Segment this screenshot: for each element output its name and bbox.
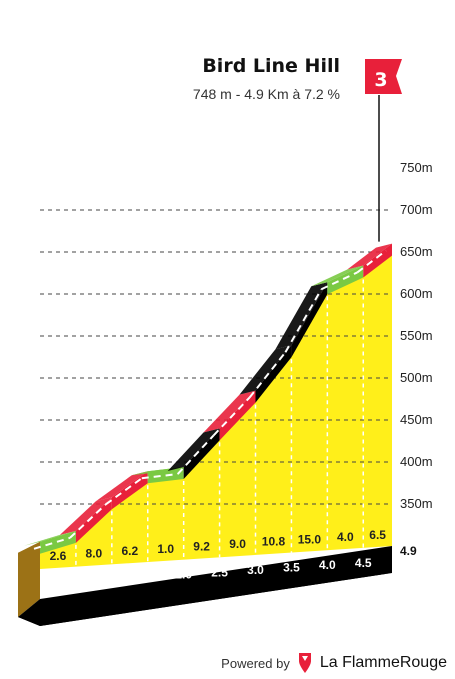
summit-flag bbox=[365, 59, 402, 94]
gradient-label: 15.0 bbox=[298, 532, 322, 546]
km-band-front bbox=[18, 573, 392, 626]
flamme-rouge-logo-icon bbox=[298, 653, 311, 673]
x-tick-label: 2.0 bbox=[175, 568, 192, 582]
road-segment bbox=[291, 282, 328, 358]
gradient-label: 10.8 bbox=[262, 535, 286, 549]
road-centre-line bbox=[212, 396, 251, 437]
x-tick-label: 1.0 bbox=[103, 572, 120, 586]
road-centre-line bbox=[33, 536, 71, 550]
road-segment bbox=[255, 345, 292, 403]
gradient-label: 9.2 bbox=[193, 539, 210, 553]
road-segment bbox=[327, 265, 364, 295]
road-centre-line bbox=[105, 477, 143, 506]
y-tick-label: 550m bbox=[400, 328, 433, 343]
road-segment-top bbox=[275, 282, 328, 350]
x-tick-label: 2.5 bbox=[211, 565, 228, 579]
y-tick-label: 650m bbox=[400, 244, 433, 259]
y-tick-label: 450m bbox=[400, 412, 433, 427]
y-tick-label: 600m bbox=[400, 286, 433, 301]
road-segment-top bbox=[24, 530, 76, 546]
road-segment-top bbox=[167, 428, 220, 472]
x-tick-label: 4.0 bbox=[319, 558, 336, 572]
y-tick-label: 500m bbox=[400, 370, 433, 385]
road-segment bbox=[219, 390, 256, 441]
y-tick-label: 750m bbox=[400, 160, 433, 175]
footer: Powered by La FlammeRouge bbox=[221, 651, 447, 675]
gradient-label: 6.2 bbox=[121, 544, 138, 558]
x-tick-label: 0.5 bbox=[68, 575, 85, 589]
road-centre-line bbox=[356, 249, 387, 274]
road-segment bbox=[363, 243, 392, 278]
x-tick-label: 4.9 bbox=[400, 544, 417, 558]
gradient-label: 1.0 bbox=[157, 542, 174, 556]
y-tick-label: 700m bbox=[400, 202, 433, 217]
profile-fill-area bbox=[40, 253, 392, 569]
x-tick-label: 3.5 bbox=[283, 561, 300, 575]
road-centre-line bbox=[69, 503, 107, 539]
road-centre-line bbox=[320, 271, 358, 291]
y-tick-label: 350m bbox=[400, 496, 433, 511]
road-segment bbox=[183, 428, 220, 480]
gradient-label: 9.0 bbox=[229, 537, 246, 551]
x-tick-label: 1.5 bbox=[139, 570, 156, 584]
climb-category-label: 3 bbox=[374, 69, 387, 91]
road-segment-top bbox=[59, 497, 112, 535]
chart-title: Bird Line Hill bbox=[202, 55, 340, 77]
gradient-label: 6.5 bbox=[369, 528, 386, 542]
road-segment-top bbox=[311, 265, 364, 287]
brand-name: La FlammeRouge bbox=[319, 654, 447, 671]
powered-by-label: Powered by bbox=[221, 655, 290, 671]
profile-side-face bbox=[18, 541, 40, 617]
gradient-label: 2.6 bbox=[50, 549, 67, 563]
road-segment bbox=[75, 497, 112, 543]
gradient-label: 8.0 bbox=[86, 546, 103, 560]
y-tick-label: 400m bbox=[400, 454, 433, 469]
x-tick-label: 4.5 bbox=[355, 556, 372, 570]
road-segment-top bbox=[95, 471, 148, 502]
road-centre-line bbox=[284, 288, 323, 353]
road-segment-top bbox=[203, 390, 256, 433]
road-centre-line bbox=[248, 351, 287, 399]
x-tick-label: 3.0 bbox=[247, 563, 264, 577]
road-segment-top bbox=[347, 243, 392, 270]
gradient-label: 4.0 bbox=[337, 530, 354, 544]
road-centre-line bbox=[176, 434, 215, 475]
chart-subtitle: 748 m - 4.9 Km à 7.2 % bbox=[192, 86, 340, 102]
road-segment-top bbox=[239, 345, 292, 395]
road-centre-line bbox=[141, 473, 178, 480]
